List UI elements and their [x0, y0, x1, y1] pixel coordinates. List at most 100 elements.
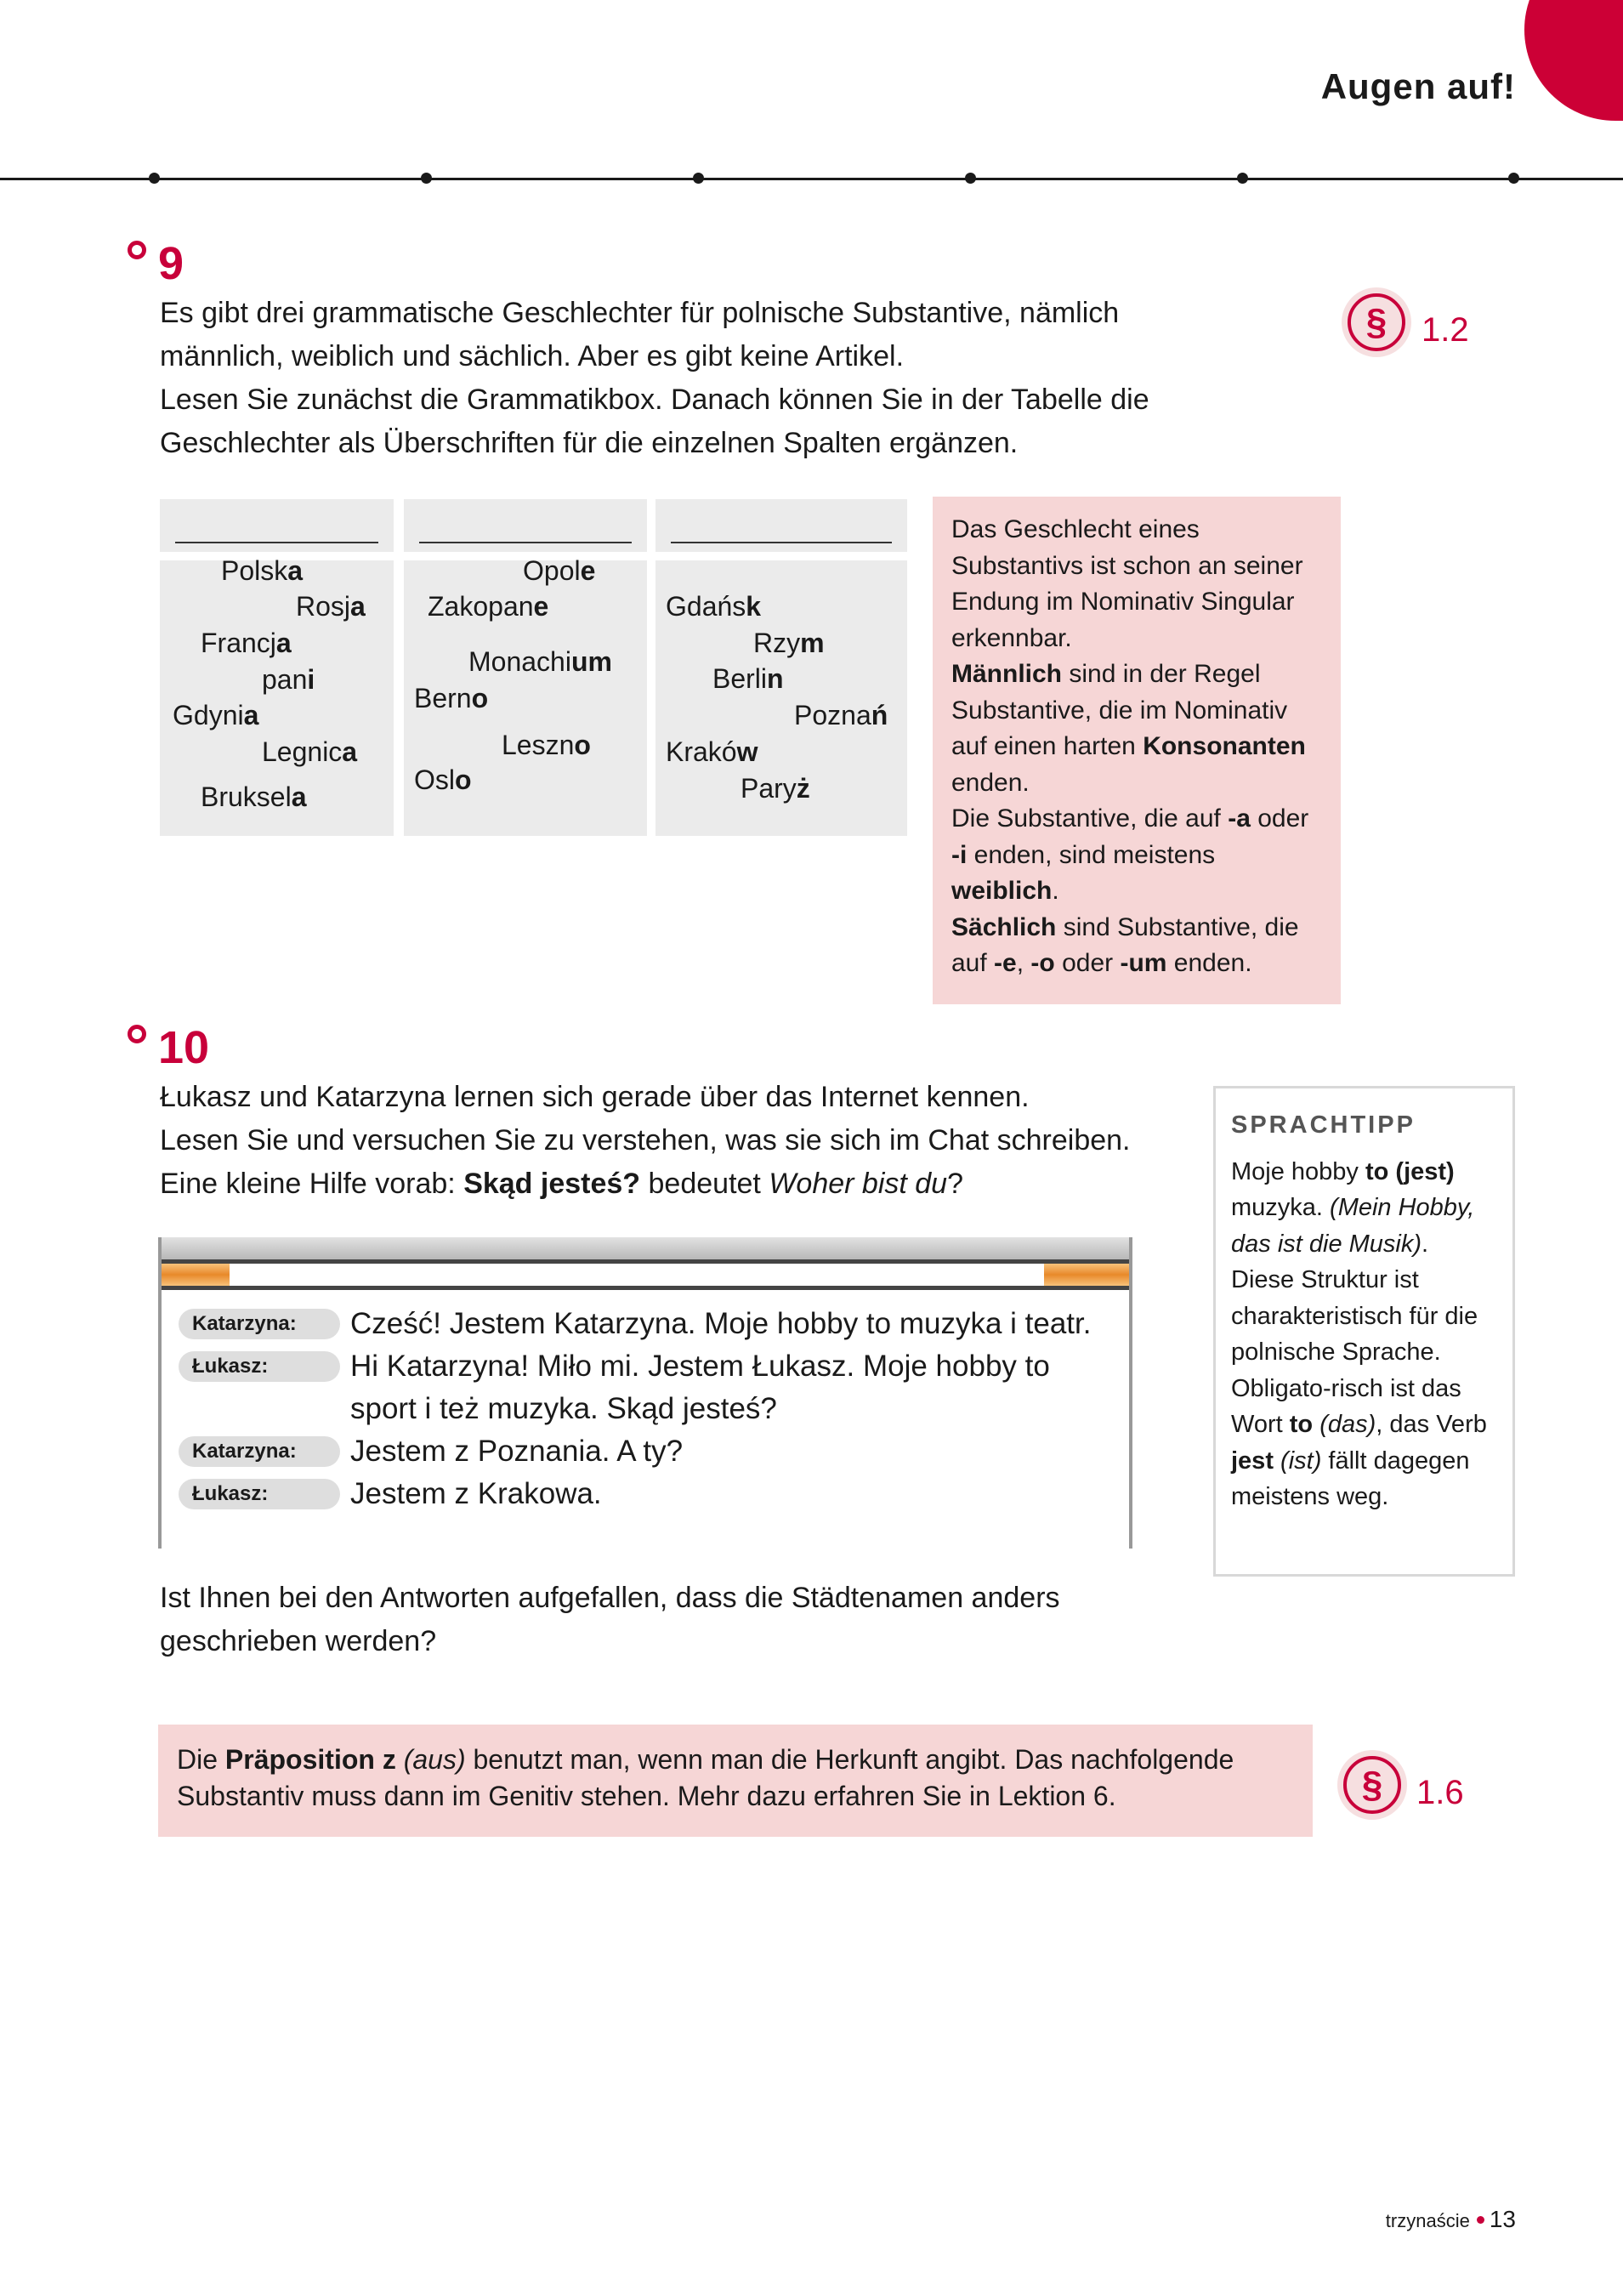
text-segment [396, 1744, 404, 1775]
city-name: Bruksela [201, 781, 307, 812]
text-segment: ? [947, 1168, 964, 1200]
page-footer: trzynaście 13 [1386, 2206, 1516, 2233]
text-segment: . [1052, 877, 1059, 905]
exercise-marker-icon [128, 1025, 146, 1043]
speaker-label: Katarzyna: [179, 1309, 340, 1339]
page-word: trzynaście [1385, 2210, 1470, 2231]
text-segment: Konsonanten [1143, 732, 1306, 760]
text-segment: sind Substantive, die auf [951, 912, 1299, 978]
grammar-reference-icon[interactable]: § [1342, 287, 1411, 357]
city-name: Gdańsk [666, 591, 761, 622]
text-segment: Woher bist du [769, 1168, 948, 1200]
corner-red-circle [1524, 0, 1623, 121]
text-segment: sind in der Regel Substantive, die im No… [951, 660, 1288, 760]
city-name: Berlin [712, 663, 784, 694]
text-segment: Die Substantive, die auf [951, 804, 1229, 833]
text-segment: Lesen Sie zunächst die Grammatikbox. Dan… [160, 384, 1149, 416]
text-segment: männlich, weiblich und sächlich. Aber es… [160, 340, 905, 372]
chat-title-bar [162, 1237, 1129, 1259]
message-text: Hi Katarzyna! Miło mi. Jestem Łukasz. Mo… [350, 1350, 1050, 1425]
text-segment: Präposition z [224, 1744, 396, 1775]
text-segment: enden, sind meistens [967, 840, 1216, 869]
text-line: Sächlich sind Substantive, die auf -e, -… [951, 910, 1322, 982]
chat-message: Katarzyna: Cześć! Jestem Katarzyna. Moje… [179, 1303, 1124, 1345]
exercise-10-number: 10 [158, 1022, 210, 1073]
chat-input[interactable] [230, 1264, 1044, 1286]
city-name: Legnica [262, 736, 357, 767]
text-segment: Sächlich [951, 912, 1057, 941]
city-stem: Pary [741, 773, 797, 804]
city-name: Gdynia [173, 700, 258, 730]
column-heading-blank-2[interactable] [404, 499, 647, 552]
text-line: Ist Ihnen bei den Antworten aufgefallen,… [160, 1577, 1214, 1620]
text-segment: (aus) [403, 1744, 466, 1775]
column-heading-blank-1[interactable] [160, 499, 394, 552]
city-stem: Bern [414, 683, 472, 713]
city-name: Monachium [468, 646, 612, 677]
city-name: Kraków [666, 736, 758, 767]
grammar-reference-icon[interactable]: § [1337, 1750, 1407, 1820]
rule-dot [693, 173, 704, 184]
exercise-10-question: Ist Ihnen bei den Antworten aufgefallen,… [160, 1577, 1214, 1663]
text-line: Das Geschlecht eines Substantivs ist sch… [951, 512, 1322, 656]
text-segment: Eine kleine Hilfe vorab: [160, 1168, 464, 1200]
city-ending: i [307, 664, 315, 695]
city-ending: ż [796, 773, 810, 804]
sprachtipp-box: SPRACHTIPP Moje hobby to (jest) muzyka. … [1213, 1086, 1515, 1577]
text-line: Die Präposition z (aus) benutzt man, wen… [177, 1742, 1294, 1815]
rule-dot [1237, 173, 1248, 184]
exercise-marker-icon [128, 241, 146, 259]
grammar-box: Das Geschlecht eines Substantivs ist sch… [933, 497, 1341, 1004]
text-segment: -o [1030, 949, 1055, 977]
city-ending: a [350, 591, 366, 622]
text-segment: (ist) [1280, 1446, 1322, 1475]
text-segment: , das Verb [1376, 1411, 1487, 1438]
exercise-10-instructions: Łukasz und Katarzyna lernen sich gerade … [160, 1076, 1197, 1206]
paragraph-icon: § [1348, 293, 1405, 351]
city-stem: Krakó [666, 736, 737, 767]
chat-bar-left-cap [162, 1264, 230, 1286]
grammar-reference-label: 1.2 [1422, 311, 1469, 349]
city-name: pani [262, 664, 315, 695]
city-stem: Gdańs [666, 591, 746, 622]
message-text: Cześć! Jestem Katarzyna. Moje hobby to m… [350, 1307, 1092, 1340]
city-ending: w [736, 736, 758, 767]
text-line: Łukasz und Katarzyna lernen sich gerade … [160, 1076, 1197, 1119]
rule-dot [421, 173, 432, 184]
text-segment: Skąd jesteś? [463, 1168, 641, 1200]
text-segment [1274, 1447, 1280, 1475]
text-line: Moje hobby to (jest) muzyka. (Mein Hobby… [1231, 1154, 1497, 1515]
city-ending: o [455, 764, 472, 795]
city-ending: ń [871, 700, 888, 730]
text-segment: Ist Ihnen bei den Antworten aufgefallen,… [160, 1582, 1060, 1614]
text-segment: Łukasz und Katarzyna lernen sich gerade … [160, 1081, 1030, 1113]
column-body-3 [655, 560, 907, 836]
text-segment [1313, 1411, 1319, 1438]
city-name: Polska [221, 555, 303, 586]
text-segment: -e [994, 949, 1017, 977]
column-body-2 [404, 560, 647, 836]
city-stem: Opol [523, 555, 581, 586]
chat-window: Katarzyna: Cześć! Jestem Katarzyna. Moje… [158, 1237, 1132, 1549]
column-heading-blank-3[interactable] [655, 499, 907, 552]
text-segment: Es gibt drei grammatische Geschlechter f… [160, 297, 1120, 329]
text-segment: Moje hobby [1231, 1157, 1365, 1185]
text-segment: oder [1250, 804, 1309, 833]
text-segment: benutzt man, wenn man die Herkunft angib… [177, 1744, 1234, 1811]
chat-bar-right-cap [1044, 1264, 1129, 1286]
city-stem: Bruksel [201, 781, 292, 812]
paragraph-icon: § [1343, 1756, 1401, 1814]
city-name: Poznań [794, 700, 888, 730]
city-stem: Monachi [468, 646, 571, 677]
sprachtipp-text: Moje hobby to (jest) muzyka. (Mein Hobby… [1231, 1154, 1497, 1515]
city-name: Opole [523, 555, 595, 586]
grammar-reference-label: 1.6 [1416, 1774, 1464, 1811]
text-segment: weiblich [951, 877, 1053, 905]
text-segment: fällt dagegen meistens weg. [1231, 1446, 1470, 1511]
message-text: Jestem z Krakowa. [350, 1477, 602, 1510]
city-stem: Leszn [502, 730, 575, 760]
text-segment: Männlich [951, 660, 1063, 688]
text-segment: oder [1054, 949, 1121, 977]
city-stem: Pozna [794, 700, 871, 730]
chat-message: Katarzyna: Jestem z Poznania. A ty? [179, 1430, 1124, 1473]
